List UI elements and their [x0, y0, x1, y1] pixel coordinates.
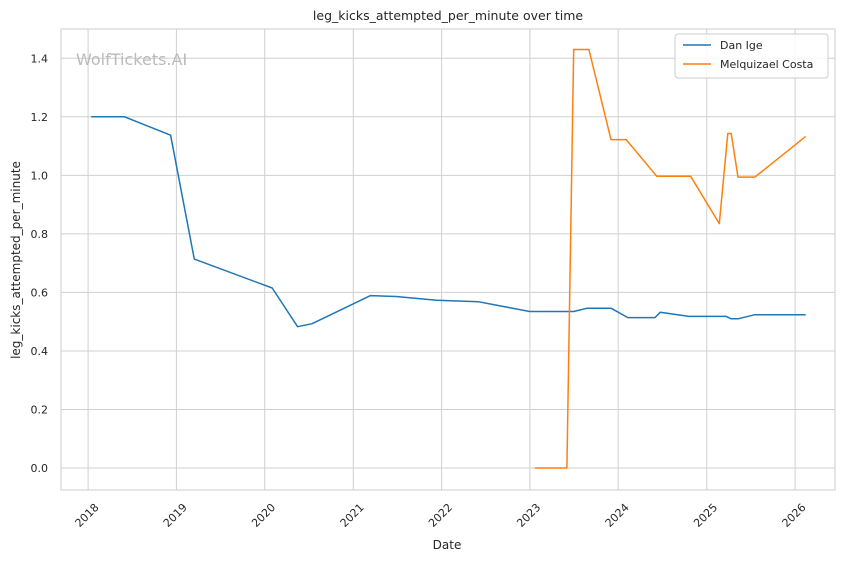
- y-axis-label: leg_kicks_attempted_per_minute: [9, 161, 23, 359]
- x-tick-label: 2025: [691, 501, 720, 530]
- series-line-2: [534, 48, 807, 469]
- y-tick-label: 0.0: [31, 462, 49, 475]
- legend-label: Melquizael Costa: [720, 58, 813, 71]
- watermark: WolfTickets.AI: [76, 50, 187, 69]
- x-tick-label: 2021: [338, 501, 367, 530]
- series-lines: [91, 48, 807, 469]
- y-tick-label: 1.0: [31, 169, 49, 182]
- y-tick-label: 0.4: [31, 345, 49, 358]
- y-tick-label: 0.2: [31, 404, 49, 417]
- legend: Dan Ige Melquizael Costa: [674, 33, 829, 79]
- x-tick-label: 2026: [780, 501, 809, 530]
- x-tick-label: 2019: [161, 501, 190, 530]
- y-tick-label: 0.6: [31, 286, 49, 299]
- x-tick-label: 2018: [73, 501, 102, 530]
- y-tick-label: 1.2: [31, 111, 49, 124]
- legend-label: Dan Ige: [720, 39, 763, 52]
- x-tick-label: 2023: [514, 501, 543, 530]
- x-tick-labels: 2018 2019 2020 2021 2022 2023 2024 2025 2026: [73, 501, 809, 530]
- y-tick-label: 1.4: [31, 52, 49, 65]
- chart-title: leg_kicks_attempted_per_minute over time: [313, 8, 583, 23]
- x-tick-label: 2024: [603, 501, 632, 530]
- y-tick-labels: 0.0 0.2 0.4 0.6 0.8 1.0 1.2 1.4: [31, 52, 49, 475]
- x-tick-label: 2022: [426, 501, 455, 530]
- x-tick-label: 2020: [249, 501, 278, 530]
- legend-box: [674, 33, 829, 79]
- x-axis-label: Date: [433, 538, 462, 552]
- plot-area-frame: [60, 28, 836, 491]
- grid-lines: [61, 29, 835, 490]
- y-tick-label: 0.8: [31, 228, 49, 241]
- series-line-1: [91, 116, 806, 328]
